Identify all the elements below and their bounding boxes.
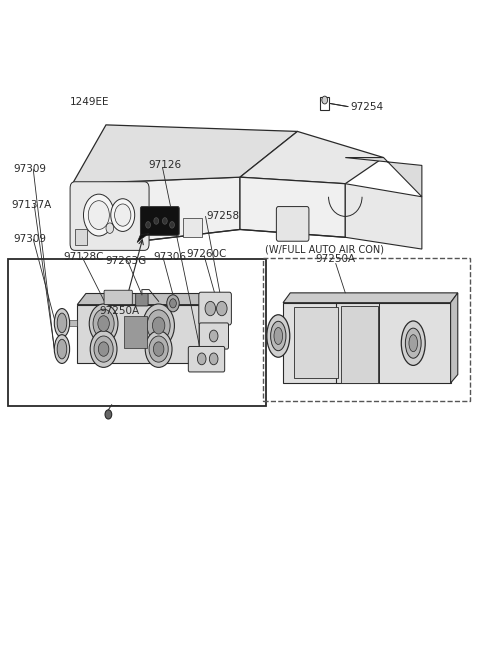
Polygon shape [137,233,149,242]
Text: 97309: 97309 [13,164,46,174]
Circle shape [90,331,117,367]
Circle shape [105,410,112,419]
Text: 97263G: 97263G [105,256,146,266]
Circle shape [89,304,118,343]
FancyBboxPatch shape [188,346,225,372]
FancyBboxPatch shape [136,293,148,306]
Bar [182,217,202,237]
Polygon shape [72,125,298,183]
Text: 97260C: 97260C [186,249,227,259]
Polygon shape [283,303,451,383]
Bar [8,259,266,406]
FancyBboxPatch shape [104,290,132,305]
FancyBboxPatch shape [70,181,149,250]
Ellipse shape [267,315,290,357]
Circle shape [209,330,218,342]
Circle shape [98,342,109,356]
Text: 97137A: 97137A [11,200,51,210]
Ellipse shape [57,339,67,359]
Text: 97309: 97309 [13,234,46,244]
Bar [75,229,87,245]
Circle shape [169,299,176,308]
Ellipse shape [409,335,418,352]
Circle shape [209,353,218,365]
Circle shape [115,204,131,226]
Ellipse shape [57,313,67,333]
Circle shape [111,198,135,231]
Polygon shape [451,293,458,383]
Polygon shape [199,293,209,364]
Bar [62,320,77,326]
Text: (W/FULL AUTO AIR CON): (W/FULL AUTO AIR CON) [265,244,384,254]
Circle shape [94,336,113,362]
Text: 97306: 97306 [153,252,186,262]
Circle shape [143,304,174,347]
Circle shape [153,317,165,334]
Circle shape [322,96,327,104]
Ellipse shape [54,335,70,364]
Circle shape [106,223,114,233]
Bar [124,316,147,348]
Text: 97128C: 97128C [63,252,103,262]
Polygon shape [72,177,240,249]
Circle shape [149,336,168,362]
Text: 97250A: 97250A [316,254,356,264]
Text: 97254: 97254 [350,102,383,111]
Bar [340,306,378,383]
Circle shape [167,295,179,312]
Circle shape [145,331,172,367]
FancyBboxPatch shape [141,206,179,235]
Polygon shape [345,183,422,249]
Circle shape [88,200,109,229]
Circle shape [154,342,164,356]
Text: 97250A: 97250A [99,306,140,316]
Circle shape [154,217,158,224]
Text: 97258: 97258 [206,212,240,221]
Circle shape [205,301,216,316]
Polygon shape [283,293,458,303]
FancyBboxPatch shape [276,206,309,241]
Circle shape [98,316,109,331]
Bar [294,307,337,379]
Polygon shape [77,293,209,305]
Polygon shape [240,132,384,183]
Bar [321,97,329,110]
Text: 1249EE: 1249EE [70,97,109,107]
Bar [263,258,470,401]
Ellipse shape [406,328,421,358]
Ellipse shape [274,328,283,345]
Circle shape [93,309,114,338]
Circle shape [146,221,151,228]
Circle shape [216,301,227,316]
Polygon shape [240,177,345,237]
Ellipse shape [54,309,70,337]
Polygon shape [77,305,199,364]
Ellipse shape [401,321,425,365]
Circle shape [147,310,170,341]
Text: 97126: 97126 [148,160,181,170]
Circle shape [197,353,206,365]
Circle shape [169,221,174,228]
FancyBboxPatch shape [199,292,231,325]
Circle shape [162,217,167,224]
FancyBboxPatch shape [199,323,228,349]
Circle shape [84,194,114,236]
Polygon shape [345,158,422,196]
Ellipse shape [271,322,286,350]
